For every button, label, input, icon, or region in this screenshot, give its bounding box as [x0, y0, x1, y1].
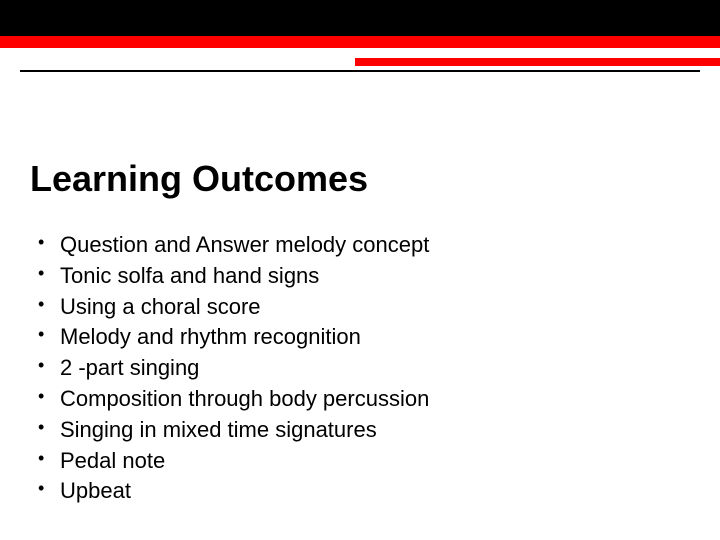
list-item: 2 -part singing: [38, 353, 690, 384]
list-item: Tonic solfa and hand signs: [38, 261, 690, 292]
list-item: Pedal note: [38, 446, 690, 477]
list-item: Upbeat: [38, 476, 690, 507]
list-item: Composition through body percussion: [38, 384, 690, 415]
slide-content: Learning Outcomes Question and Answer me…: [0, 48, 720, 507]
slide-title: Learning Outcomes: [30, 158, 690, 200]
list-item: Question and Answer melody concept: [38, 230, 690, 261]
title-underline: [20, 70, 700, 72]
header-black-bar: [0, 0, 720, 36]
list-item: Melody and rhythm recognition: [38, 322, 690, 353]
list-item: Singing in mixed time signatures: [38, 415, 690, 446]
header-red-bar-partial: [355, 58, 720, 66]
bullet-list: Question and Answer melody concept Tonic…: [30, 230, 690, 507]
list-item: Using a choral score: [38, 292, 690, 323]
header-red-bar-full: [0, 36, 720, 48]
